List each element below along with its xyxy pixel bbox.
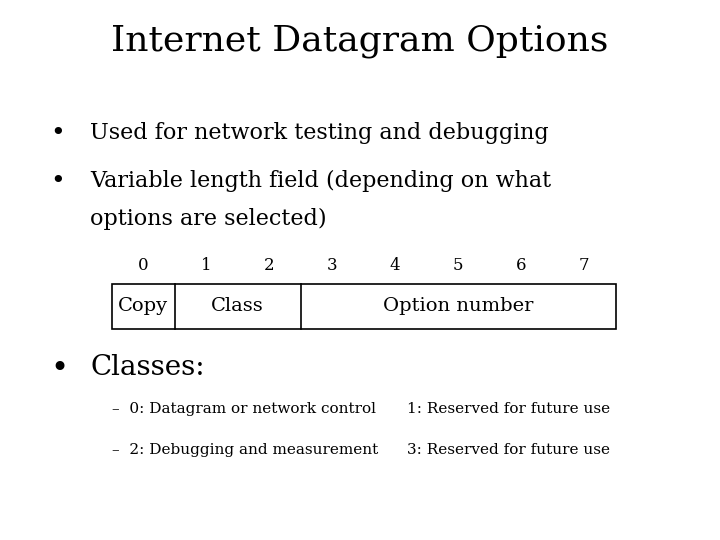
Text: 1: 1 — [201, 257, 212, 274]
Text: 6: 6 — [516, 257, 526, 274]
Text: 7: 7 — [579, 257, 590, 274]
Text: 1: Reserved for future use: 1: Reserved for future use — [407, 402, 610, 416]
Text: 5: 5 — [453, 257, 464, 274]
Text: 3: 3 — [327, 257, 338, 274]
Text: •: • — [50, 170, 65, 193]
Text: Variable length field (depending on what: Variable length field (depending on what — [90, 170, 551, 192]
Bar — [112, 284, 616, 329]
Text: •: • — [50, 354, 68, 384]
Text: Option number: Option number — [383, 298, 534, 315]
Text: 3: Reserved for future use: 3: Reserved for future use — [407, 443, 610, 457]
Text: Class: Class — [211, 298, 264, 315]
Text: Used for network testing and debugging: Used for network testing and debugging — [90, 122, 549, 144]
Text: –  0: Datagram or network control: – 0: Datagram or network control — [112, 402, 376, 416]
Text: Internet Datagram Options: Internet Datagram Options — [112, 24, 608, 58]
Text: •: • — [50, 122, 65, 145]
Text: Copy: Copy — [118, 298, 168, 315]
Text: 4: 4 — [390, 257, 400, 274]
Text: options are selected): options are selected) — [90, 208, 327, 230]
Text: 0: 0 — [138, 257, 148, 274]
Text: 2: 2 — [264, 257, 274, 274]
Text: Classes:: Classes: — [90, 354, 204, 381]
Text: –  2: Debugging and measurement: – 2: Debugging and measurement — [112, 443, 378, 457]
